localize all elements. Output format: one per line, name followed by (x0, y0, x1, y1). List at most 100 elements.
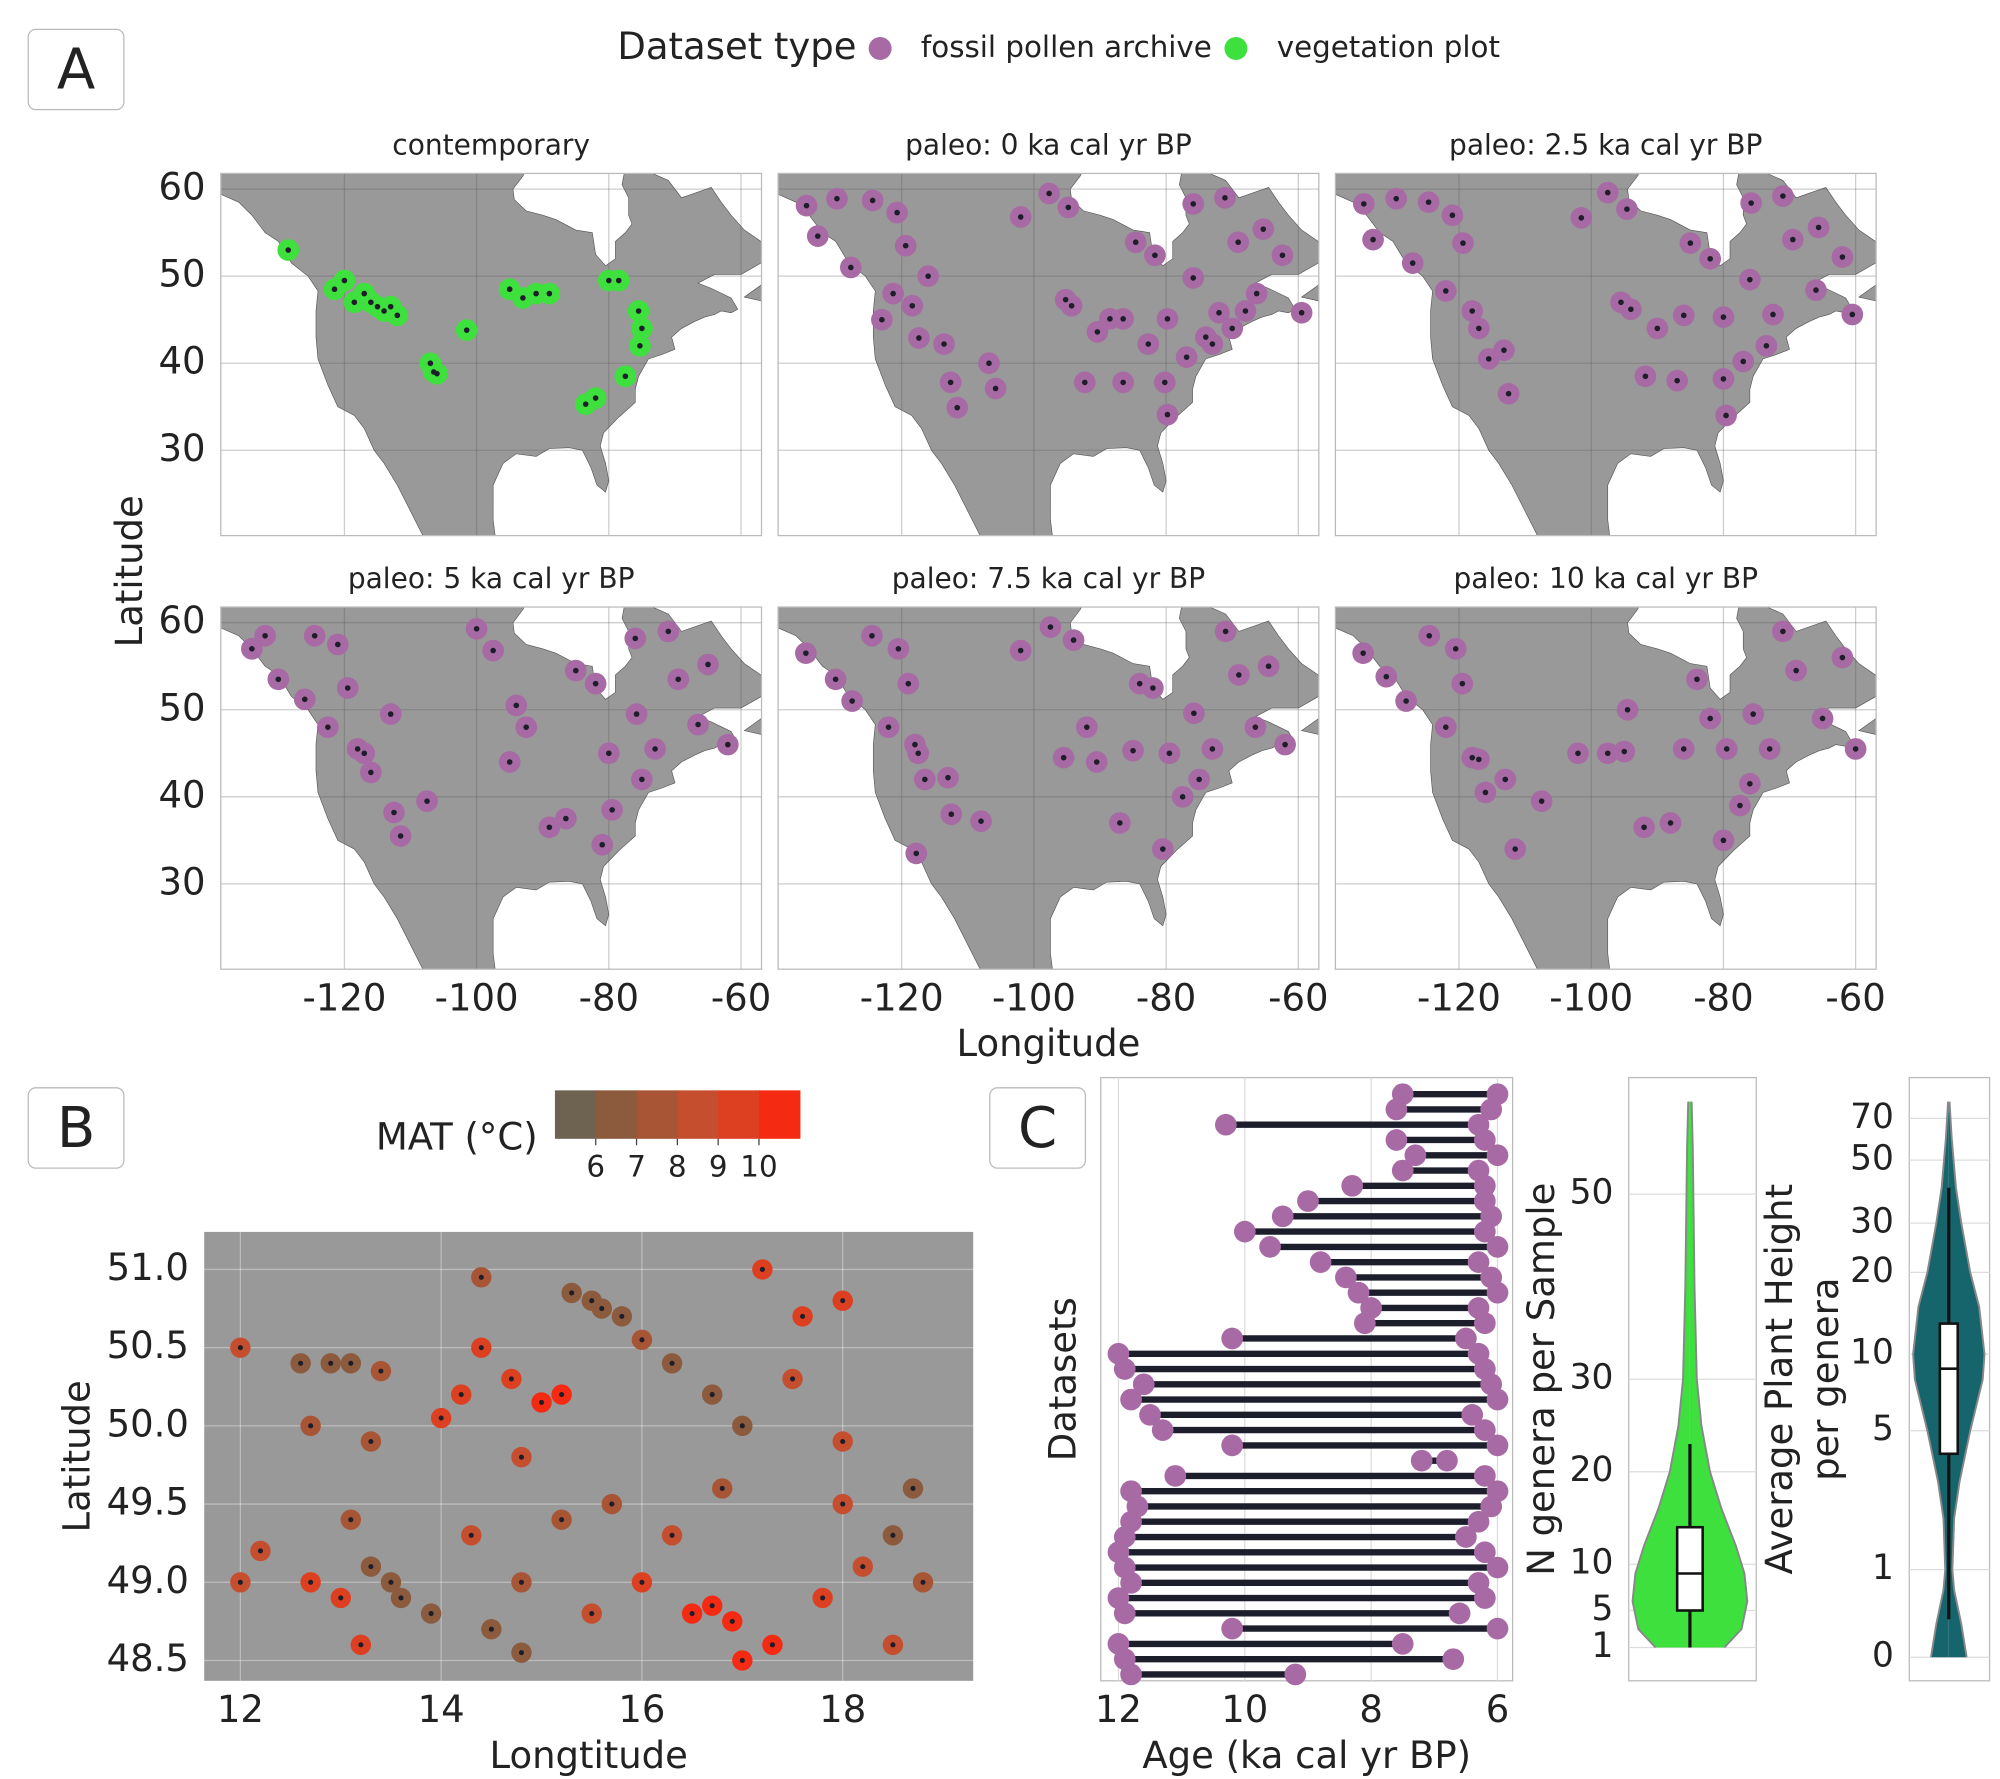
point (374, 303, 381, 310)
point (490, 647, 496, 654)
point (478, 1274, 484, 1280)
point (1260, 226, 1267, 232)
point (546, 824, 553, 831)
point (331, 286, 338, 293)
point (311, 632, 318, 639)
point (1469, 754, 1476, 761)
range-end (1467, 1510, 1490, 1533)
point (351, 299, 358, 306)
point (947, 379, 954, 386)
point (739, 1423, 745, 1429)
point (301, 696, 308, 703)
range-end (1474, 1129, 1496, 1151)
point (1383, 673, 1390, 680)
point (632, 635, 639, 642)
legend-label: vegetation plot (1277, 30, 1500, 64)
point (1117, 820, 1123, 826)
land (220, 607, 762, 970)
y-tick-label: 51.0 (107, 1246, 189, 1289)
range-start (1391, 1159, 1414, 1182)
point (1120, 316, 1126, 322)
x-tick-label: -60 (1825, 976, 1885, 1019)
panel-label: C (1018, 1096, 1057, 1161)
point (518, 1454, 525, 1460)
point (1780, 193, 1786, 199)
violin-outline (1948, 1101, 1986, 1658)
point (849, 698, 855, 704)
point (592, 680, 599, 687)
y-tick-label: 5 (1591, 1589, 1613, 1629)
point (1190, 275, 1197, 281)
point (506, 759, 513, 765)
point (434, 370, 440, 377)
point (1265, 663, 1272, 670)
point (894, 209, 900, 216)
point (1449, 212, 1456, 219)
point (1770, 311, 1776, 318)
point (1694, 676, 1700, 683)
range-start (1341, 1174, 1364, 1197)
violin-outline (1690, 1101, 1749, 1649)
range-start (1214, 1113, 1237, 1136)
y-tick-label: 50 (1850, 1139, 1894, 1179)
point (1460, 240, 1466, 246)
point (368, 299, 374, 306)
range-start (1164, 1465, 1187, 1487)
point (978, 818, 984, 825)
point (1501, 347, 1507, 353)
point (1370, 236, 1376, 243)
point (1360, 650, 1366, 656)
point (915, 750, 922, 757)
point (1849, 311, 1856, 318)
y-axis-label: Latitude (56, 1380, 99, 1532)
point (619, 1313, 625, 1319)
point (368, 1564, 374, 1570)
range-end (1486, 1144, 1509, 1167)
range-end (1480, 1495, 1503, 1518)
legend-marker (868, 36, 892, 60)
point (381, 308, 387, 314)
point (986, 360, 992, 367)
point (1624, 206, 1630, 212)
x-tick-label: 6 (1486, 1688, 1510, 1731)
x-tick-label: -120 (860, 976, 944, 1019)
point (1747, 780, 1753, 787)
point (739, 1657, 745, 1664)
point (803, 202, 810, 209)
y-tick-label: 30 (1850, 1202, 1894, 1242)
point (508, 1376, 514, 1382)
point (840, 1298, 846, 1304)
point (725, 741, 731, 748)
point (368, 1438, 374, 1445)
panel-frame (1334, 172, 1877, 537)
point (538, 1399, 545, 1405)
point (705, 661, 711, 668)
point (463, 327, 470, 333)
point (1485, 356, 1492, 362)
point (468, 1532, 474, 1538)
range-end (1480, 1098, 1503, 1121)
point (458, 1392, 464, 1398)
point (669, 1360, 675, 1366)
range-end (1486, 1236, 1509, 1258)
point (1793, 667, 1799, 674)
point (1065, 204, 1072, 211)
y-tick-label: 0 (1872, 1636, 1894, 1676)
point (709, 1392, 715, 1398)
point (1216, 309, 1222, 316)
point (1252, 724, 1259, 730)
point (1426, 632, 1433, 639)
point (1618, 299, 1624, 306)
point (559, 1517, 565, 1523)
point (992, 385, 999, 392)
point (1628, 306, 1634, 313)
y-tick-label: 10 (1850, 1333, 1894, 1373)
point (582, 401, 589, 407)
range-start (1221, 1434, 1243, 1457)
range-end (1442, 1648, 1465, 1670)
point (1621, 748, 1628, 755)
point (325, 724, 331, 730)
point (606, 750, 612, 757)
point (513, 702, 520, 709)
point (834, 195, 840, 202)
